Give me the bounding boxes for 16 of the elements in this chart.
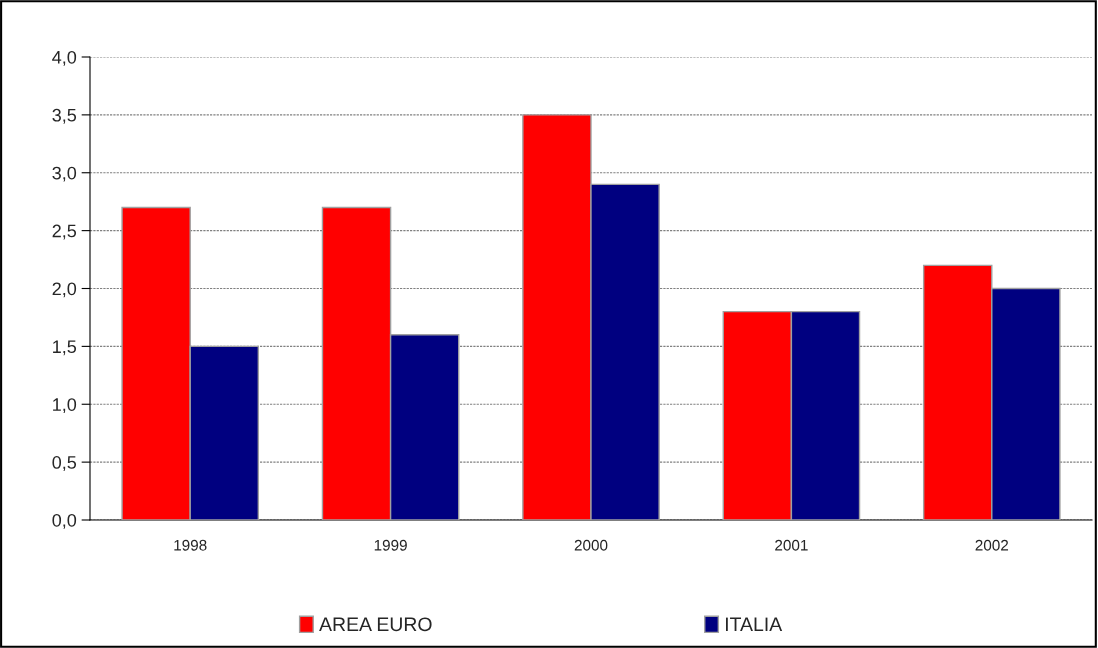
x-tick-label: 2001 (775, 539, 808, 551)
y-tick-label: 2,0 (52, 282, 77, 298)
x-tick-label: 1998 (174, 539, 207, 551)
y-tick-label: 1,5 (53, 340, 77, 356)
x-tick-label: 2002 (975, 539, 1009, 551)
y-tick-label: 4,0 (52, 50, 77, 66)
y-tick-label: 1,0 (53, 398, 77, 414)
y-tick-label: 0,5 (52, 456, 77, 471)
x-tick-label: 1999 (374, 539, 407, 551)
y-tick-label: 3,5 (52, 108, 77, 124)
y-tick-label: 3,0 (52, 166, 77, 182)
y-tick-label: 2,5 (52, 224, 77, 240)
y-tick-label: 0,0 (52, 513, 77, 529)
legend-label: ITALIA (725, 617, 783, 631)
legend-label: AREA EURO (319, 617, 432, 632)
x-tick-label: 2000 (574, 539, 608, 551)
